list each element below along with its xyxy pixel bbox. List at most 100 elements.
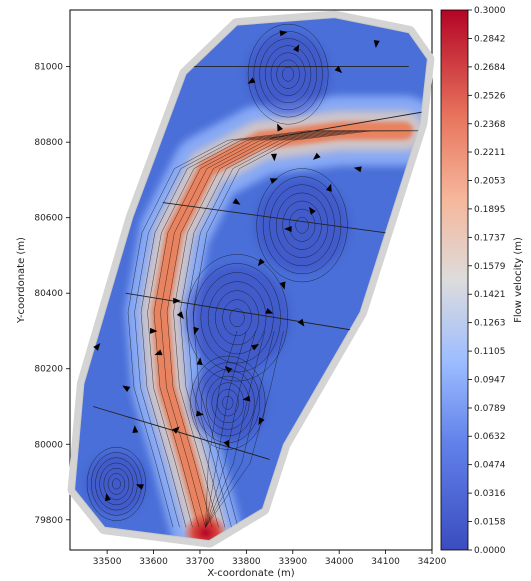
flow-arrow — [373, 40, 380, 48]
colorbar-tick-label: 0.0000 — [474, 546, 506, 556]
colorbar-tick-label: 0.1737 — [474, 233, 506, 243]
colorbar-tick-label: 0.0316 — [474, 489, 506, 499]
colorbar — [440, 9, 469, 551]
streamline — [166, 130, 411, 528]
section-line — [269, 111, 423, 139]
x-tick-label: 34200 — [418, 557, 447, 567]
streamline — [90, 452, 142, 516]
colorbar-tick-label: 0.2842 — [474, 34, 506, 44]
colorbar-tick-label: 0.1579 — [474, 262, 506, 272]
streamline — [253, 31, 323, 118]
flow-arrow — [224, 365, 233, 374]
streamline — [276, 59, 300, 89]
flow-arrow — [297, 318, 305, 327]
colorbar-tick-label: 0.2684 — [474, 63, 506, 73]
streamline — [134, 130, 379, 528]
streamline — [173, 130, 418, 528]
streamline — [247, 23, 329, 125]
flow-arrow — [251, 344, 260, 351]
y-tick-label: 80800 — [34, 138, 63, 148]
flow-arrow — [154, 349, 163, 356]
flow-arrow — [195, 410, 204, 417]
flow-arrow — [223, 439, 230, 448]
y-tick-label: 81000 — [34, 63, 63, 73]
flow-arrow — [269, 178, 278, 184]
flow-domain — [67, 10, 435, 548]
x-axis-label: X-coordonate (m) — [207, 568, 294, 579]
eddy-core — [246, 32, 330, 116]
y-axis-ticks: 79800 80000 80200 80400 80600 80800 81000 — [34, 63, 70, 526]
flow-arrow — [284, 226, 292, 233]
streamline — [107, 473, 126, 495]
x-axis-ticks: 33500 33600 33700 33800 33900 34000 34100 34200 — [93, 550, 447, 567]
eddy-core — [86, 453, 147, 515]
flow-arrow — [353, 166, 362, 173]
flow-arrow — [232, 198, 241, 205]
eddy-core — [184, 265, 290, 371]
flow-arrow — [326, 183, 332, 192]
eddy-core — [255, 178, 349, 272]
streamline — [256, 168, 348, 283]
streamline — [205, 330, 247, 528]
x-tick-label: 34100 — [371, 557, 400, 567]
streamline — [95, 457, 138, 511]
flow-arrow — [132, 425, 139, 433]
x-tick-label: 34000 — [325, 557, 354, 567]
flow-arrow — [193, 326, 200, 335]
streamline — [192, 130, 428, 528]
y-tick-label: 80000 — [34, 440, 63, 450]
section-line — [162, 202, 386, 234]
flow-arrow — [293, 44, 300, 53]
colorbar-tick-label: 0.2526 — [474, 91, 506, 101]
flow-arrow — [149, 327, 158, 334]
flow-arrow — [172, 426, 180, 434]
colorbar-tick-label: 0.2368 — [474, 120, 506, 130]
streamline — [205, 330, 284, 528]
inflow-hotspot — [183, 513, 228, 541]
colorbar-tick-label: 0.0947 — [474, 376, 506, 386]
streamline — [99, 462, 134, 506]
flow-arrow — [308, 206, 316, 215]
colorbar-tick-label: 0.0789 — [474, 404, 506, 414]
colorbar-tick-label: 0.0632 — [474, 432, 506, 442]
streamline — [147, 130, 392, 528]
streamline — [211, 382, 245, 423]
flow-arrow — [312, 152, 321, 160]
flow-arrow — [279, 30, 288, 37]
streamline — [259, 38, 317, 111]
x-tick-label: 33500 — [93, 557, 122, 567]
streamline — [270, 52, 306, 96]
flow-arrow — [93, 342, 101, 351]
streamline — [265, 45, 312, 104]
section-line — [93, 406, 270, 460]
streamlines — [86, 23, 428, 528]
streamline — [215, 290, 260, 346]
y-tick-label: 79800 — [34, 516, 63, 526]
flow-arrows — [93, 30, 380, 502]
streamline — [153, 130, 398, 528]
section-lines — [93, 66, 423, 460]
streamline — [111, 478, 121, 490]
streamline — [207, 281, 267, 355]
streamline — [186, 130, 428, 528]
streamline — [229, 308, 245, 328]
flow-arrow — [176, 311, 184, 320]
streamline — [103, 467, 130, 500]
streamline — [262, 176, 342, 275]
flow-arrow — [270, 153, 277, 162]
streamline — [179, 130, 424, 528]
streamline — [282, 200, 322, 250]
colorbar-tick-label: 0.0474 — [474, 461, 506, 471]
streamline — [186, 254, 289, 382]
streamline — [288, 208, 316, 242]
colorbar-tick-label: 0.1421 — [474, 290, 506, 300]
flow-arrow — [196, 357, 203, 365]
flow-arrow — [242, 395, 251, 402]
streamline — [206, 375, 250, 430]
flow-arrow — [334, 65, 343, 74]
streamline — [205, 330, 266, 528]
streamline — [222, 395, 234, 410]
streamline — [222, 299, 252, 337]
streamline — [86, 446, 147, 521]
